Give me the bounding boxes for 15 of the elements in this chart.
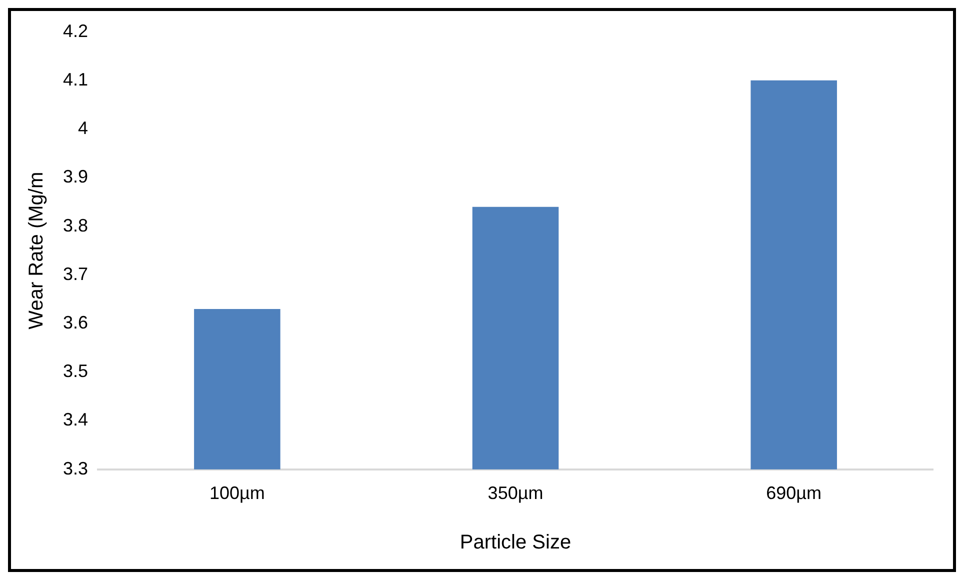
y-tick-label: 3.9 bbox=[62, 166, 88, 187]
x-tick-label: 350µm bbox=[488, 483, 544, 504]
y-tick-label: 3.5 bbox=[62, 361, 88, 382]
y-tick-label: 4.2 bbox=[62, 20, 88, 41]
y-tick-label: 3.6 bbox=[62, 312, 88, 332]
x-tick-label: 690µm bbox=[766, 483, 822, 504]
y-tick-label: 4.1 bbox=[62, 69, 88, 90]
y-tick-label: 4 bbox=[78, 118, 88, 138]
y-tick-label: 3.7 bbox=[62, 264, 88, 284]
x-tick-label: 100µm bbox=[209, 483, 265, 504]
y-axis-title: Wear Rate (Mg/m bbox=[26, 172, 48, 330]
y-tick-label: 3.8 bbox=[62, 215, 88, 236]
y-tick-label: 3.3 bbox=[62, 458, 88, 478]
x-axis-title: Particle Size bbox=[460, 532, 572, 554]
y-tick-label: 3.4 bbox=[62, 410, 88, 430]
